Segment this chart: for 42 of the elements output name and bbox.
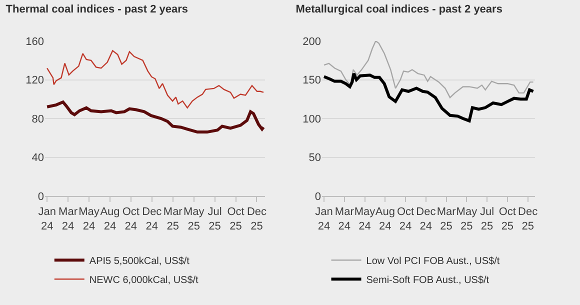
x-tick-label: Dec 25: [518, 206, 538, 232]
x-tick-label: May 24: [354, 206, 376, 232]
legend-label: Semi-Soft FOB Aust., US$/t: [366, 275, 490, 286]
y-tick-label: 50: [308, 152, 321, 164]
line-series: [46, 100, 265, 134]
x-tick-label: Jan 24: [315, 206, 333, 232]
y-tick-label: 100: [302, 113, 321, 126]
x-tick-label: Aug 24: [100, 206, 120, 232]
legend-label: API5 5,500kCal, US$/t: [89, 256, 190, 267]
x-tick-label: Dec 24: [142, 206, 162, 232]
x-tick-label: Jul 25: [480, 206, 494, 232]
line-series: [323, 41, 534, 98]
y-tick-label: 150: [302, 74, 321, 87]
x-tick-label: Mar 24: [58, 206, 78, 232]
x-tick-label: Oct 24: [396, 206, 414, 232]
y-tick-label: 120: [26, 74, 44, 87]
line-series: [46, 50, 264, 108]
x-tick-label: Mar 25: [436, 206, 456, 232]
x-tick-label: May 25: [183, 206, 205, 232]
y-tick-label: 80: [32, 113, 44, 126]
x-tick-label: Mar 24: [334, 206, 354, 232]
x-tick-label: Jul 25: [208, 206, 222, 232]
x-tick-label: Aug 24: [375, 206, 395, 232]
x-tick-label: Dec 24: [416, 206, 436, 232]
y-tick-label: 40: [32, 152, 44, 164]
chart-title: Metallurgical coal indices - past 2 years: [296, 3, 502, 16]
x-tick-label: Oct 25: [227, 206, 244, 232]
y-tick-label: 160: [26, 36, 44, 48]
x-tick-label: Jan 24: [38, 206, 56, 232]
y-tick-label: 0: [38, 190, 44, 203]
y-tick-label: 0: [314, 190, 321, 203]
legend-label: Low Vol PCI FOB Aust., US$/t: [366, 256, 500, 267]
x-tick-label: Oct 24: [122, 206, 140, 232]
chart-title: Thermal coal indices - past 2 years: [6, 3, 188, 16]
x-tick-label: May 25: [456, 206, 478, 232]
x-tick-label: Oct 25: [498, 206, 516, 232]
x-tick-label: Dec 25: [246, 206, 268, 232]
x-tick-label: May 24: [78, 206, 100, 232]
x-tick-label: Mar 25: [163, 206, 183, 232]
legend-label: NEWC 6,000kCal, US$/t: [89, 275, 199, 286]
y-tick-label: 200: [302, 36, 321, 48]
line-series: [322, 72, 535, 122]
